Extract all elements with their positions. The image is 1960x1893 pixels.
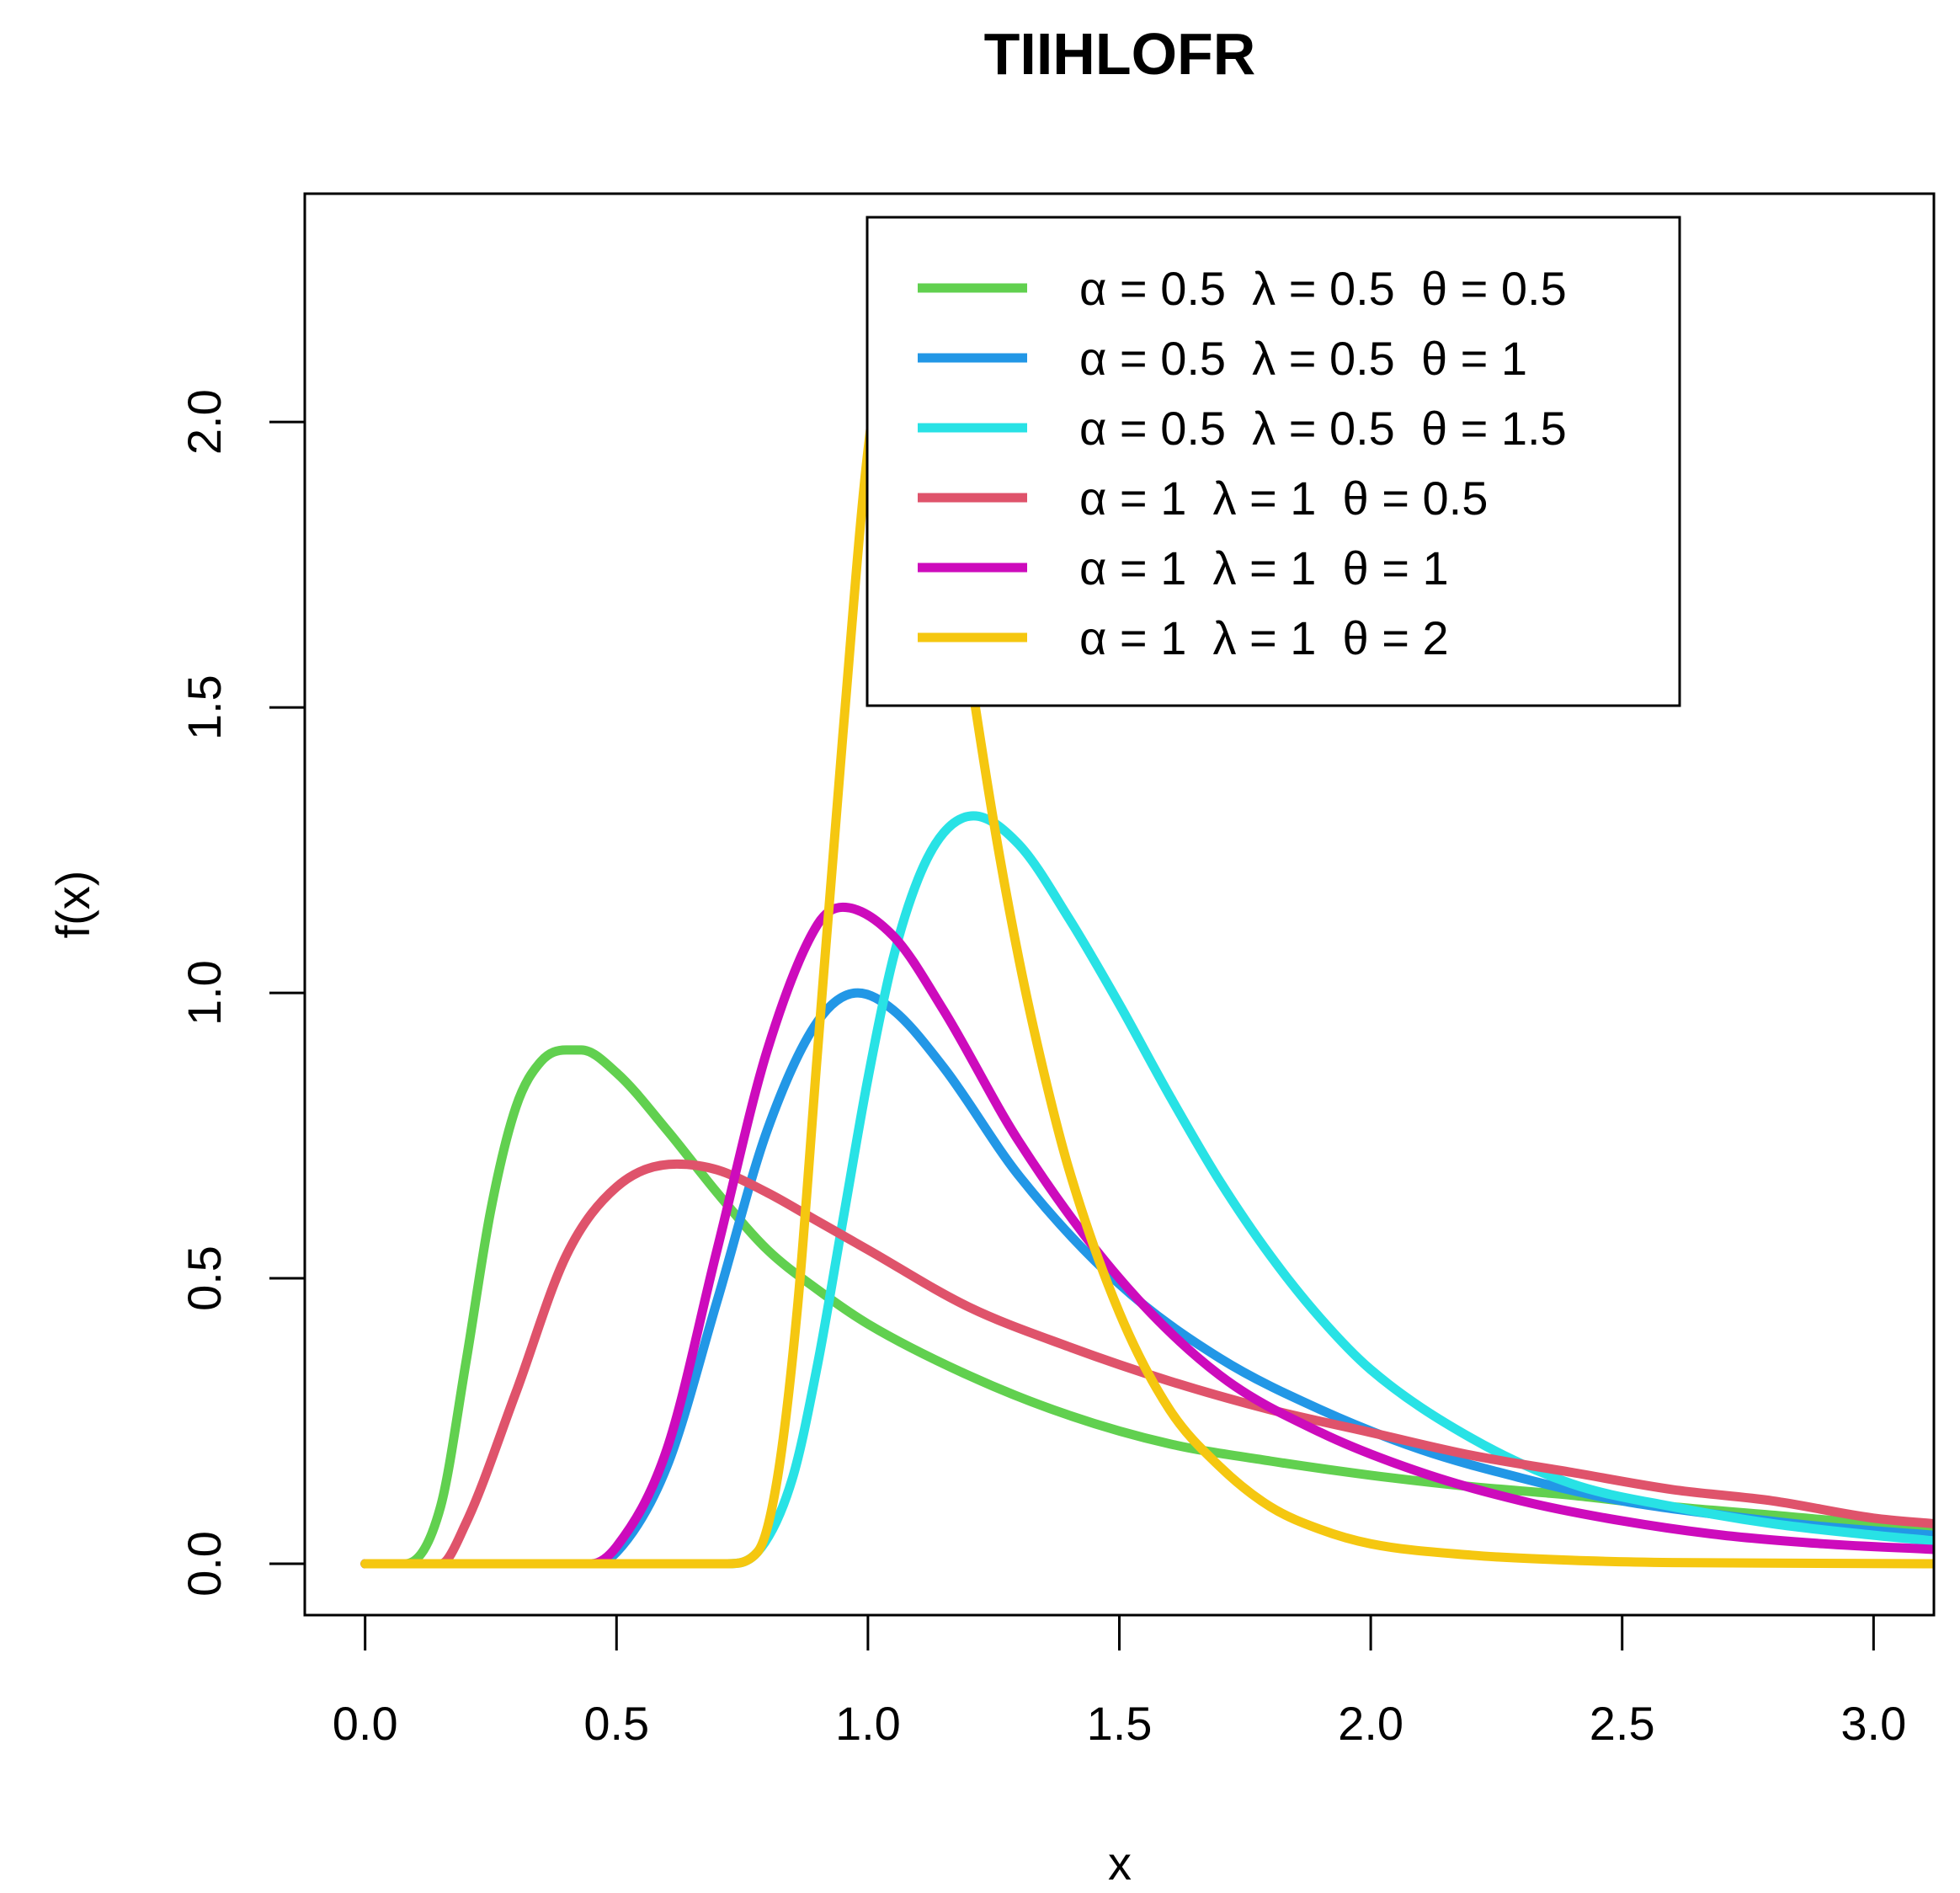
y-tick-label: 0.0 xyxy=(178,1531,231,1597)
y-tick-label: 2.0 xyxy=(178,389,231,455)
legend-label: α = 0.5 λ = 0.5 θ = 1.5 xyxy=(1079,402,1567,455)
legend: α = 0.5 λ = 0.5 θ = 0.5 α = 0.5 λ = 0.5 θ… xyxy=(865,216,1681,707)
y-tick-label: 0.5 xyxy=(178,1245,231,1311)
x-tick-label: 0.5 xyxy=(583,1697,649,1750)
legend-item: α = 0.5 λ = 0.5 θ = 0.5 xyxy=(918,262,1567,315)
x-tick-label: 1.5 xyxy=(1087,1697,1153,1750)
legend-item: α = 1 λ = 1 θ = 2 xyxy=(918,611,1449,664)
legend-item: α = 1 λ = 1 θ = 0.5 xyxy=(918,472,1488,525)
series-line-3 xyxy=(360,811,1934,1569)
x-axis: 0.0 0.5 1.0 1.5 2.0 2.5 3.0 xyxy=(333,1613,1906,1750)
legend-label: α = 1 λ = 1 θ = 1 xyxy=(1079,541,1449,595)
y-axis: 0.0 0.5 1.0 1.5 2.0 xyxy=(178,389,306,1597)
x-tick-label: 2.5 xyxy=(1590,1697,1655,1750)
legend-item: α = 0.5 λ = 0.5 θ = 1.5 xyxy=(918,402,1567,455)
x-tick-label: 1.0 xyxy=(835,1697,901,1750)
series-line-4 xyxy=(360,1159,1934,1569)
legend-label: α = 0.5 λ = 0.5 θ = 0.5 xyxy=(1079,262,1567,315)
y-tick-label: 1.0 xyxy=(178,960,231,1026)
legend-label: α = 1 λ = 1 θ = 0.5 xyxy=(1079,472,1488,525)
legend-label: α = 1 λ = 1 θ = 2 xyxy=(1079,611,1449,664)
series-line-2 xyxy=(360,988,1934,1569)
y-axis-label: f(x) xyxy=(46,871,99,939)
legend-item: α = 1 λ = 1 θ = 1 xyxy=(918,541,1449,595)
x-tick-label: 0.0 xyxy=(333,1697,398,1750)
series-line-5 xyxy=(360,902,1934,1569)
series-line-1 xyxy=(360,1045,1934,1569)
legend-item: α = 0.5 λ = 0.5 θ = 1 xyxy=(918,332,1527,385)
chart-title: TIIHLOFR xyxy=(984,21,1256,87)
x-axis-label: x xyxy=(1108,1837,1132,1890)
x-tick-label: 3.0 xyxy=(1840,1697,1906,1750)
legend-box xyxy=(865,216,1681,707)
x-tick-label: 2.0 xyxy=(1338,1697,1403,1750)
y-tick-label: 1.5 xyxy=(178,675,231,740)
legend-label: α = 0.5 λ = 0.5 θ = 1 xyxy=(1079,332,1527,385)
